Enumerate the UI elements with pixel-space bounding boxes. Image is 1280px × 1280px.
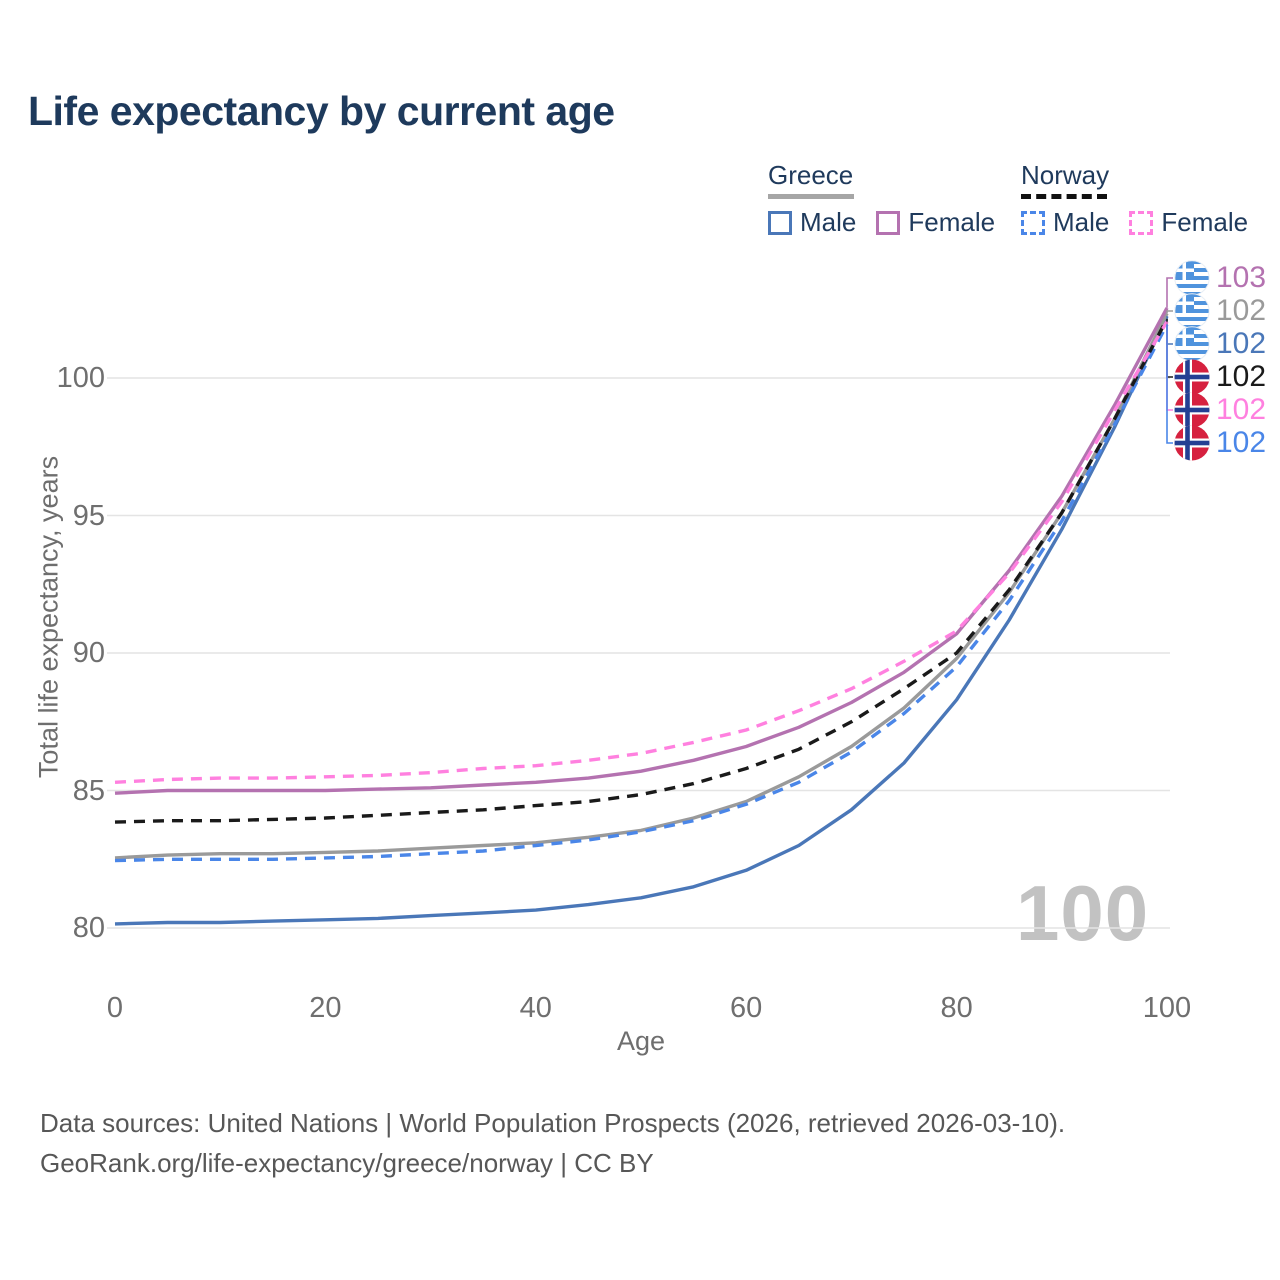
greece-flag-icon — [1174, 260, 1210, 296]
greece-flag-icon — [1174, 293, 1210, 329]
end-value-label: 102 — [1216, 426, 1267, 459]
leader-line-norway-female — [1166, 321, 1173, 411]
legend-item-greece-female[interactable]: Female — [876, 207, 995, 238]
attribution-text: GeoRank.org/life-expectancy/greece/norwa… — [40, 1148, 654, 1178]
end-value-label: 102 — [1216, 360, 1267, 393]
x-tick-label-40: 40 — [519, 992, 552, 1024]
legend-swatch-greece-female — [876, 210, 901, 235]
leader-line-greece-female — [1166, 277, 1173, 308]
page-title: Life expectancy by current age — [28, 88, 615, 134]
x-tick-label-100: 100 — [1142, 992, 1192, 1024]
legend-label: Male — [800, 207, 857, 237]
series-line-norway-both-sexes[interactable] — [114, 318, 1169, 824]
legend-item-norway-male[interactable]: Male — [1021, 207, 1109, 238]
legend-item-norway-female[interactable]: Female — [1129, 207, 1248, 238]
series-line-greece-female[interactable] — [114, 307, 1169, 795]
legend-label: Female — [908, 207, 996, 237]
x-tick-label-60: 60 — [730, 992, 763, 1024]
legend-group-greece: Greece Male Female — [768, 160, 995, 238]
leader-line-greece-male — [1166, 316, 1173, 345]
end-value-row-greece-both-sexes: 102 — [1174, 293, 1266, 329]
norway-flag-icon — [1174, 425, 1210, 461]
end-value-row-greece-female: 103 — [1174, 260, 1266, 296]
end-value-row-greece-male: 102 — [1174, 326, 1266, 362]
legend-group-norway: Norway Male Female — [1021, 160, 1248, 238]
leader-line-norway-male — [1166, 324, 1173, 444]
legend-line-sample-greece — [768, 194, 854, 199]
series-line-greece-male[interactable] — [114, 315, 1169, 926]
data-sources-text: Data sources: United Nations | World Pop… — [40, 1108, 1066, 1138]
legend-line-sample-norway — [1021, 194, 1107, 199]
greece-flag-icon — [1174, 326, 1210, 362]
leader-line-norway-both-sexes — [1166, 318, 1173, 378]
end-value-label: 102 — [1216, 294, 1267, 327]
norway-flag-icon — [1174, 359, 1210, 395]
y-tick-label-95: 95 — [72, 499, 105, 532]
series-line-norway-male[interactable] — [114, 323, 1169, 863]
y-tick-label-100: 100 — [56, 362, 105, 394]
series-line-norway-female[interactable] — [114, 320, 1169, 784]
norway-flag-icon — [1174, 392, 1210, 428]
series-line-greece-both-sexes[interactable] — [114, 312, 1169, 860]
end-value-row-norway-both-sexes: 102 — [1174, 359, 1266, 395]
x-tick-label-0: 0 — [106, 992, 124, 1024]
legend-swatch-norway-male — [1021, 210, 1045, 235]
y-tick-label-90: 90 — [72, 637, 105, 669]
legend-item-greece-male[interactable]: Male — [768, 207, 856, 238]
legend-country-norway[interactable]: Norway — [1021, 160, 1110, 190]
legend-country-greece[interactable]: Greece — [768, 160, 854, 190]
end-value-label: 102 — [1216, 327, 1267, 360]
legend-swatch-greece-male — [768, 210, 792, 235]
end-value-row-norway-female: 102 — [1174, 392, 1266, 428]
y-tick-label-85: 85 — [72, 774, 105, 807]
leader-line-greece-both-sexes — [1166, 310, 1173, 314]
age-watermark: 100 — [1016, 869, 1150, 957]
end-value-label: 103 — [1216, 261, 1267, 294]
x-tick-label-80: 80 — [940, 992, 973, 1024]
legend-swatch-norway-female — [1129, 210, 1154, 235]
legend-label: Female — [1161, 207, 1249, 237]
legend-label: Male — [1053, 207, 1110, 237]
y-tick-label-80: 80 — [72, 912, 105, 944]
end-value-row-norway-male: 102 — [1174, 425, 1266, 461]
end-value-label: 102 — [1216, 393, 1267, 426]
x-tick-label-20: 20 — [309, 992, 342, 1024]
x-axis-title: Age — [616, 1026, 666, 1056]
